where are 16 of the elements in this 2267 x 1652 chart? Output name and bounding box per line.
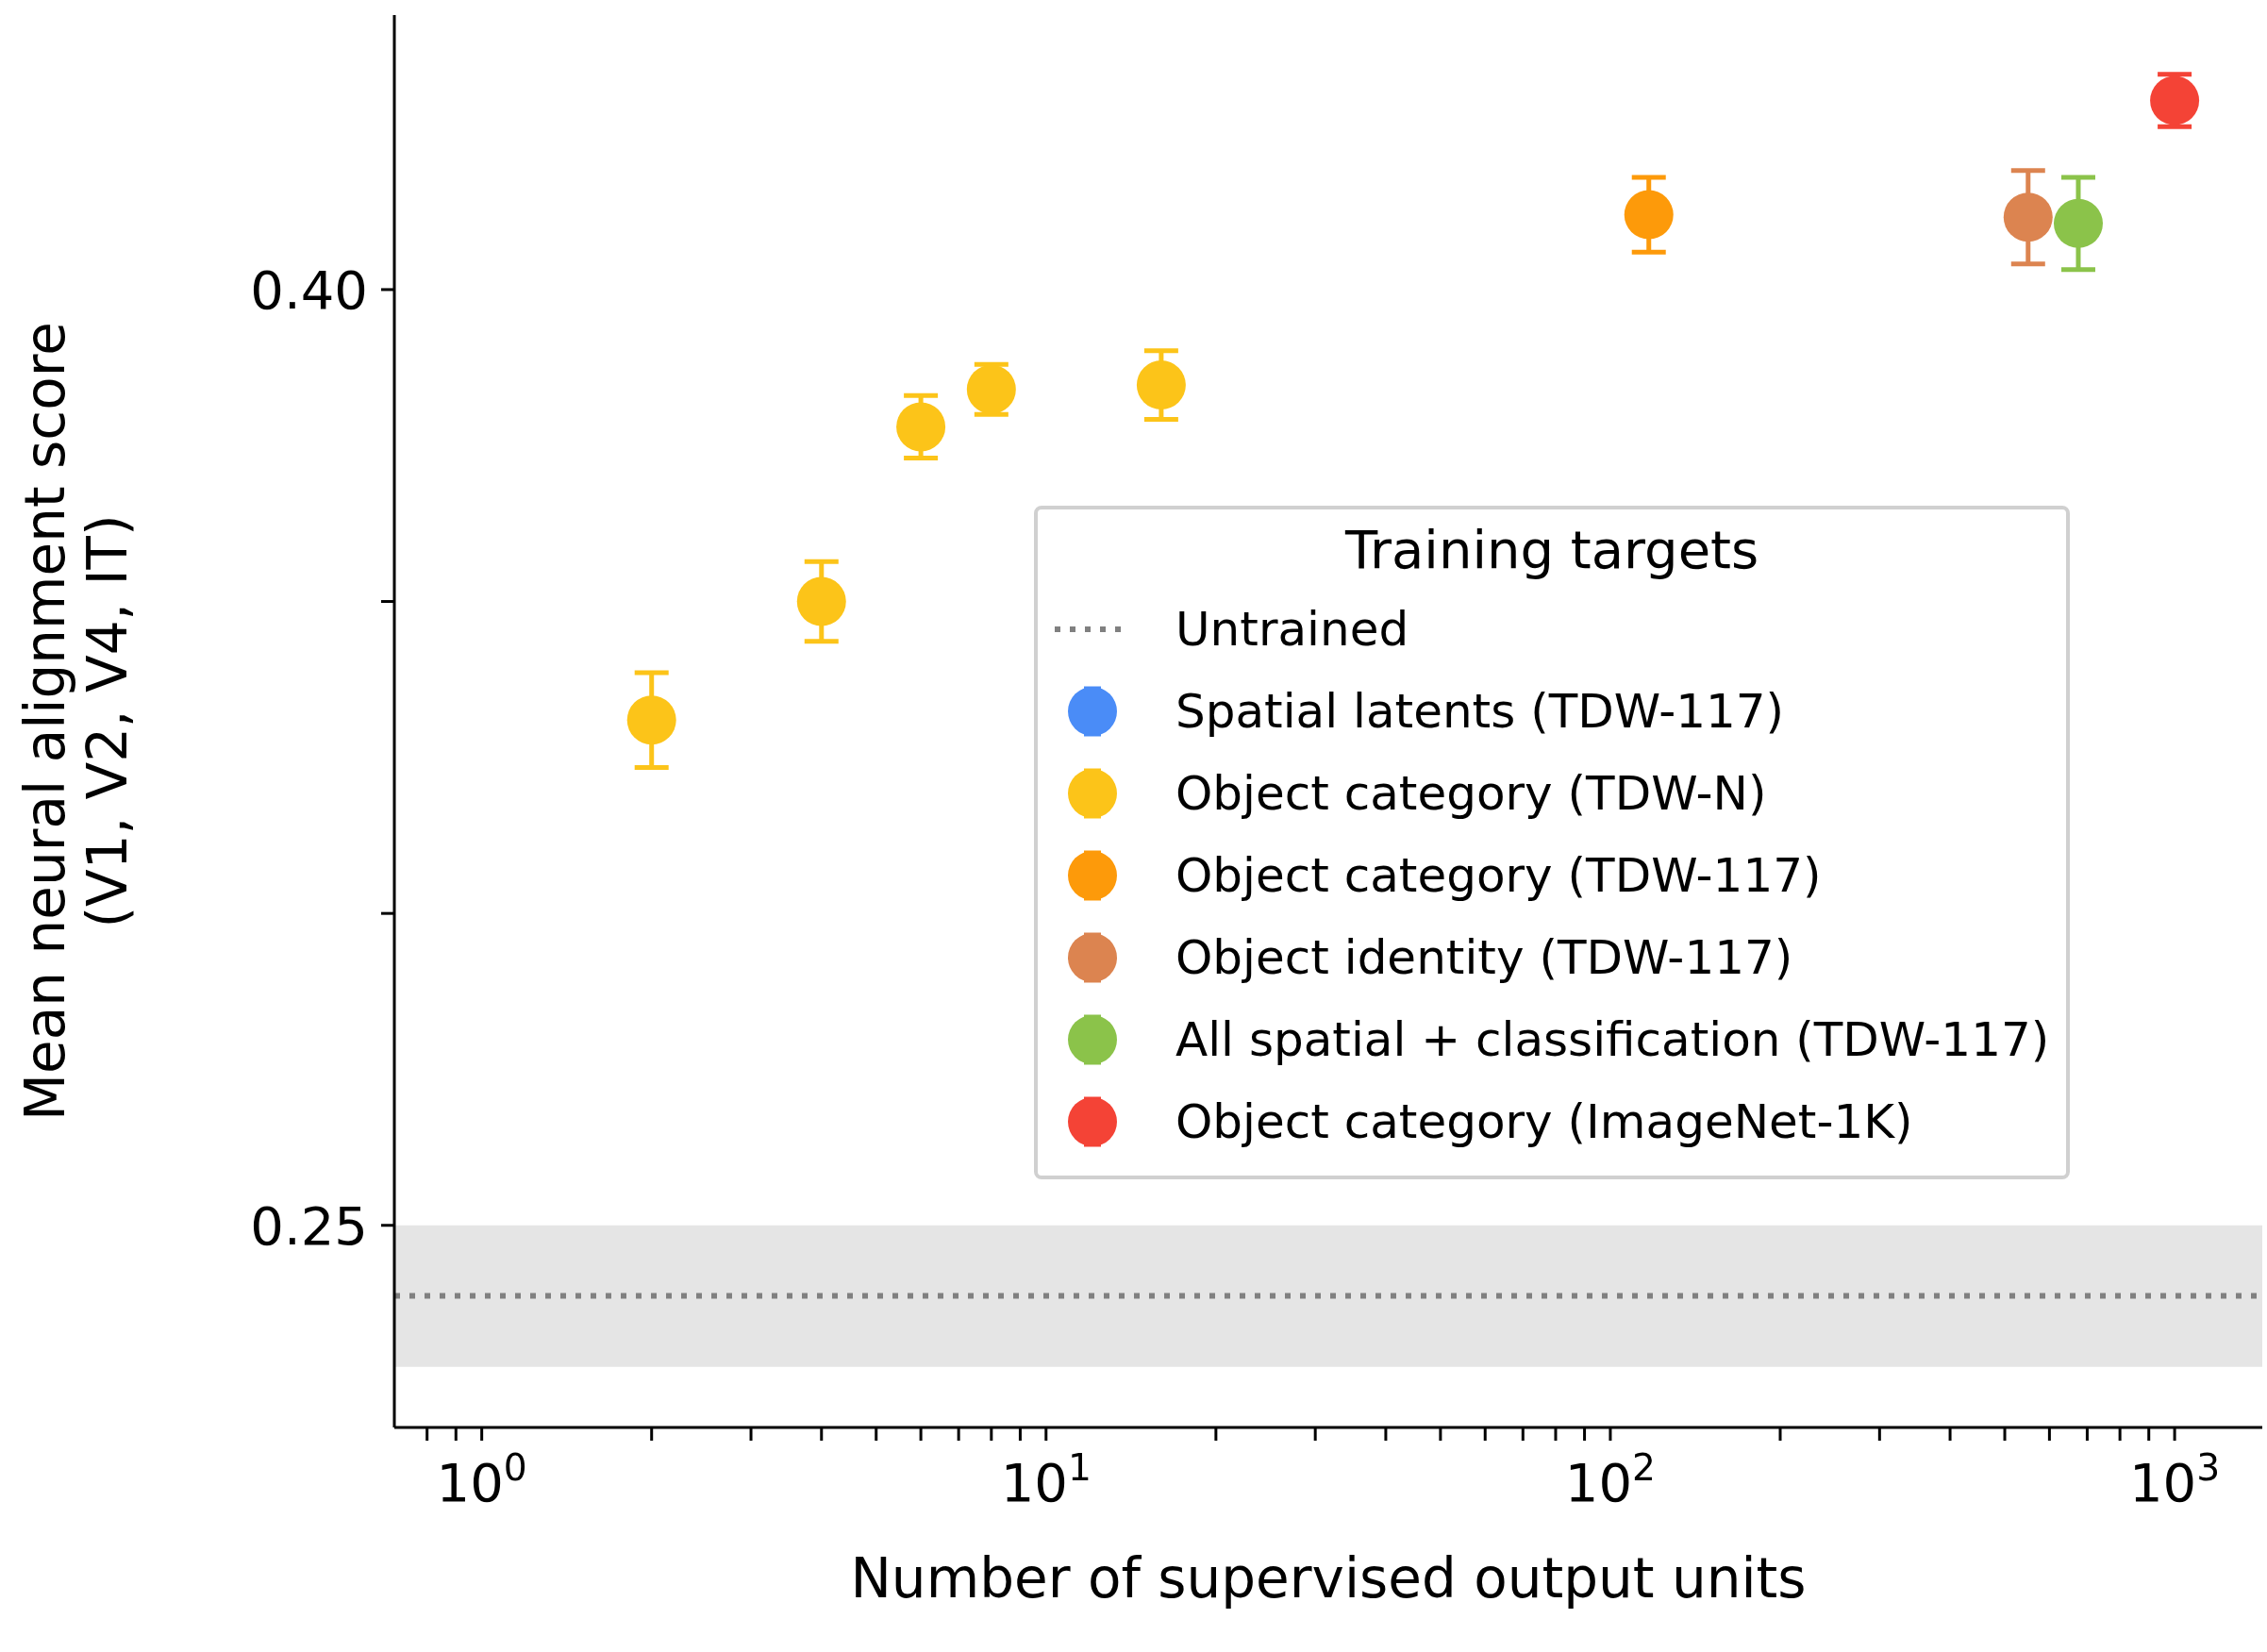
y-axis-title: Mean neural alignment score (V1, V2, V4, IT): [13, 322, 140, 1121]
legend-label: Object category (TDW-N): [1175, 765, 1767, 821]
x-tick-label: 10$^{3}$: [2128, 1445, 2221, 1513]
x-tick-label: 10$^{0}$: [436, 1445, 527, 1513]
x-axis-title: Number of supervised output units: [850, 1546, 1807, 1610]
legend-label: Object identity (TDW-117): [1175, 929, 1793, 985]
legend-label: Spatial latents (TDW-117): [1175, 683, 1785, 739]
y-tick-label: 0.40: [250, 259, 368, 321]
legend-label: Untrained: [1175, 601, 1409, 657]
legend-label: All spatial + classification (TDW-117): [1175, 1011, 2050, 1067]
x-tick-label: 10$^{2}$: [1564, 1445, 1657, 1513]
x-tick-label: 10$^{1}$: [1000, 1445, 1092, 1513]
legend-title: Training targets: [1343, 519, 1760, 580]
y-tick-label: 0.25: [250, 1194, 368, 1257]
legend-label: Object category (ImageNet-1K): [1175, 1093, 1913, 1149]
legend-label: Object category (TDW-117): [1175, 847, 1822, 903]
